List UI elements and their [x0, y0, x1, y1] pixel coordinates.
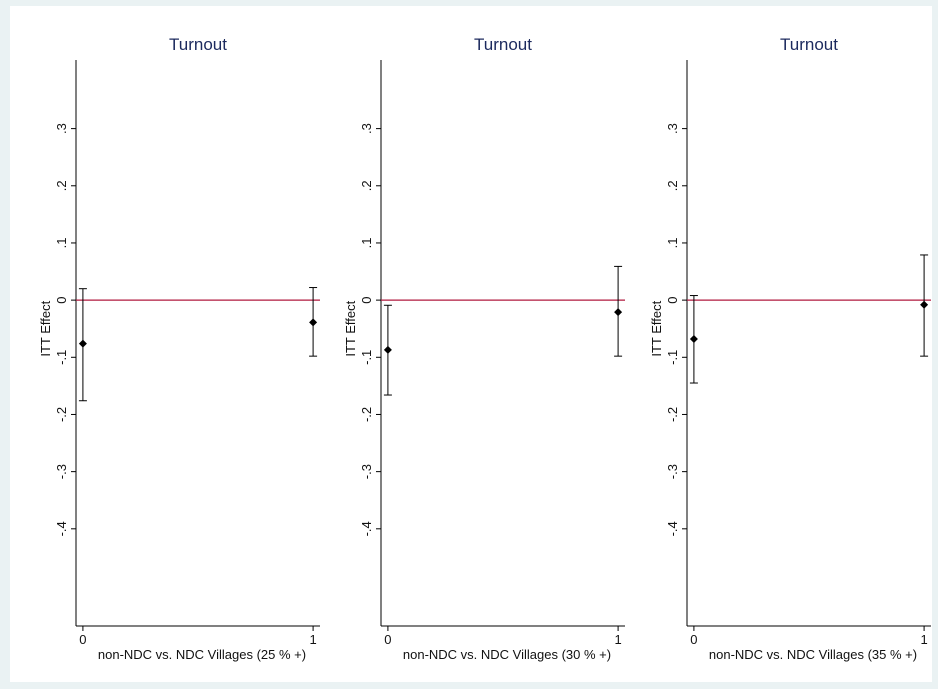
x-tick-label: 0	[690, 632, 697, 647]
y-tick-label: 0	[665, 297, 680, 304]
y-tick-label: 0	[54, 297, 69, 304]
x-axis-title: non-NDC vs. NDC Villages (35 % +)	[709, 647, 917, 662]
x-tick-label: 0	[79, 632, 86, 647]
y-tick-label: -.1	[665, 350, 680, 365]
y-tick-label: .2	[665, 180, 680, 191]
y-tick-label: -.3	[359, 464, 374, 479]
figure: Turnout .3.2.1 0 -.1 -.2 -.3 -.4 ITT Effect 0 1 no…	[10, 6, 932, 682]
y-tick-label: .1	[54, 238, 69, 249]
y-tick-label: .2	[359, 180, 374, 191]
y-tick-label: .2	[54, 180, 69, 191]
point-estimate-marker	[689, 334, 698, 343]
x-tick-label: 0	[384, 632, 391, 647]
y-tick-label: -.1	[54, 350, 69, 365]
y-tick-label: .3	[359, 123, 374, 134]
x-tick-label: 1	[614, 632, 621, 647]
chart-title: Turnout	[169, 35, 227, 54]
y-axis-title: ITT Effect	[343, 300, 358, 356]
chart-title: Turnout	[780, 35, 838, 54]
x-axis-title: non-NDC vs. NDC Villages (25 % +)	[98, 647, 306, 662]
y-tick-label: -.3	[665, 464, 680, 479]
point-estimate-marker	[920, 300, 929, 309]
y-axis-title: ITT Effect	[38, 300, 53, 356]
y-axis-title: ITT Effect	[649, 300, 664, 356]
x-axis-title: non-NDC vs. NDC Villages (30 % +)	[403, 647, 611, 662]
point-estimate-marker	[383, 345, 392, 354]
y-tick-label: -.4	[665, 521, 680, 536]
y-tick-label: .3	[665, 123, 680, 134]
point-estimate-marker	[309, 318, 318, 327]
point-estimate-marker	[78, 339, 87, 348]
y-tick-label: -.3	[54, 464, 69, 479]
point-estimate-marker	[614, 308, 623, 317]
chart-title: Turnout	[474, 35, 532, 54]
x-tick-label: 1	[920, 632, 927, 647]
y-tick-label: -.4	[359, 521, 374, 536]
x-tick-label: 1	[309, 632, 316, 647]
y-tick-label: -.2	[665, 407, 680, 422]
y-tick-label: .1	[359, 238, 374, 249]
y-tick-label: -.1	[359, 350, 374, 365]
y-tick-label: .3	[54, 123, 69, 134]
y-tick-label: -.2	[359, 407, 374, 422]
y-tick-label: 0	[359, 297, 374, 304]
y-tick-label: -.4	[54, 521, 69, 536]
y-tick-label: -.2	[54, 407, 69, 422]
y-tick-label: .1	[665, 238, 680, 249]
